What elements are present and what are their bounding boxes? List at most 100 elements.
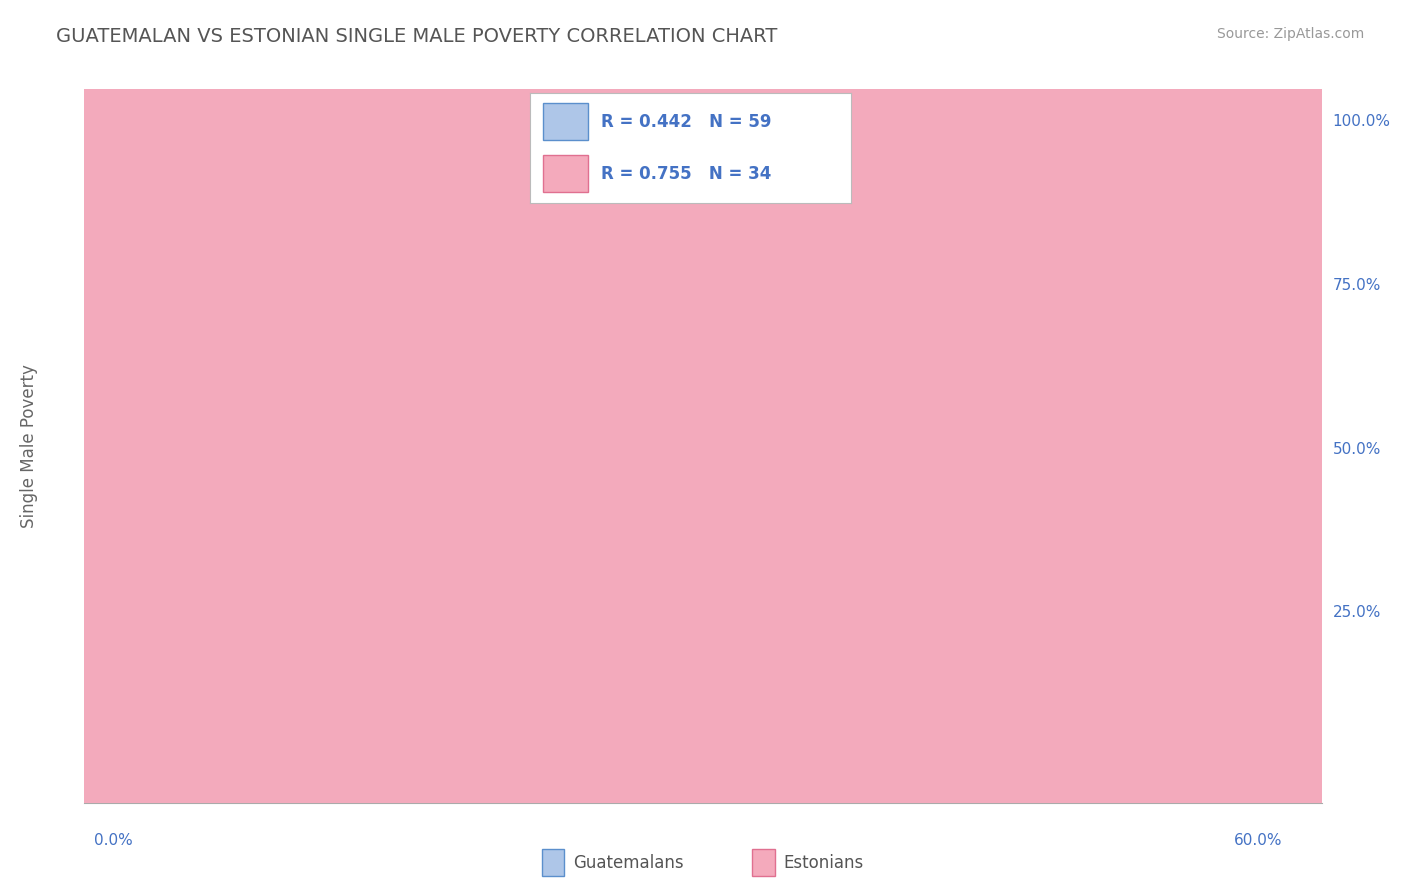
Point bbox=[212, 533, 235, 548]
Point bbox=[225, 521, 247, 535]
Point bbox=[105, 521, 128, 535]
Point bbox=[169, 553, 191, 567]
Point bbox=[87, 698, 110, 712]
Point bbox=[98, 678, 121, 692]
Text: Guatemalans: Guatemalans bbox=[574, 854, 683, 871]
Point bbox=[87, 678, 110, 692]
Point bbox=[380, 508, 402, 522]
Point bbox=[311, 527, 333, 541]
Point bbox=[155, 566, 177, 581]
Text: 100.0%: 100.0% bbox=[1333, 114, 1391, 129]
Text: atlas: atlas bbox=[852, 456, 1000, 515]
Point bbox=[117, 482, 139, 496]
Point bbox=[93, 639, 115, 653]
Text: GUATEMALAN VS ESTONIAN SINGLE MALE POVERTY CORRELATION CHART: GUATEMALAN VS ESTONIAN SINGLE MALE POVER… bbox=[56, 27, 778, 45]
Text: 25.0%: 25.0% bbox=[1333, 606, 1381, 621]
Point bbox=[202, 135, 225, 149]
Point bbox=[93, 678, 115, 692]
Text: ZIP: ZIP bbox=[605, 418, 762, 502]
Point bbox=[340, 494, 363, 508]
Text: 50.0%: 50.0% bbox=[1333, 442, 1381, 457]
Point bbox=[89, 698, 111, 712]
Point bbox=[93, 625, 115, 640]
Point bbox=[1192, 475, 1215, 489]
Point bbox=[94, 691, 117, 706]
Point bbox=[103, 658, 125, 673]
Point bbox=[127, 455, 149, 469]
Point bbox=[94, 645, 117, 659]
Point bbox=[91, 684, 114, 698]
Point bbox=[132, 599, 155, 614]
Point bbox=[281, 521, 304, 535]
Point bbox=[84, 717, 107, 731]
Point bbox=[91, 658, 114, 673]
Point bbox=[84, 691, 107, 706]
Point bbox=[460, 488, 482, 502]
Point bbox=[138, 592, 160, 607]
Point bbox=[697, 376, 720, 391]
Point bbox=[162, 573, 184, 587]
Point bbox=[138, 409, 160, 424]
Point bbox=[776, 573, 799, 587]
Point bbox=[98, 606, 121, 620]
Text: 0.0%: 0.0% bbox=[94, 833, 134, 848]
Point bbox=[93, 665, 115, 679]
Point bbox=[262, 508, 284, 522]
Point bbox=[149, 586, 172, 600]
Point bbox=[994, 482, 1017, 496]
FancyBboxPatch shape bbox=[752, 849, 775, 876]
Point bbox=[122, 475, 145, 489]
Point bbox=[105, 665, 128, 679]
Text: 60.0%: 60.0% bbox=[1233, 833, 1282, 848]
Point bbox=[98, 586, 121, 600]
Point bbox=[87, 704, 110, 718]
Point bbox=[152, 325, 174, 339]
Point bbox=[101, 573, 124, 587]
Point bbox=[84, 711, 107, 725]
Point bbox=[419, 514, 441, 528]
Point bbox=[617, 475, 640, 489]
Point bbox=[115, 645, 138, 659]
Point bbox=[94, 665, 117, 679]
FancyBboxPatch shape bbox=[543, 849, 564, 876]
Point bbox=[127, 612, 149, 626]
Point bbox=[103, 684, 125, 698]
Point bbox=[89, 711, 111, 725]
Point bbox=[117, 619, 139, 633]
Point bbox=[914, 632, 936, 647]
Point bbox=[101, 645, 124, 659]
Point bbox=[186, 141, 208, 155]
Point bbox=[198, 527, 221, 541]
Point bbox=[87, 691, 110, 706]
Point bbox=[112, 508, 135, 522]
Point bbox=[97, 632, 120, 647]
Text: 75.0%: 75.0% bbox=[1333, 278, 1381, 293]
Point bbox=[91, 684, 114, 698]
Point bbox=[103, 553, 125, 567]
Point bbox=[111, 494, 134, 508]
Point bbox=[132, 442, 155, 457]
Point bbox=[91, 672, 114, 686]
Point bbox=[89, 652, 111, 666]
Point bbox=[111, 625, 134, 640]
Text: Single Male Poverty: Single Male Poverty bbox=[20, 364, 38, 528]
Point bbox=[97, 658, 120, 673]
Point bbox=[1251, 259, 1274, 273]
Point bbox=[108, 541, 131, 555]
Point bbox=[162, 311, 184, 326]
Point bbox=[855, 488, 877, 502]
Point bbox=[118, 639, 141, 653]
Point bbox=[107, 652, 129, 666]
Point bbox=[98, 652, 121, 666]
Point bbox=[186, 560, 208, 574]
Point bbox=[499, 501, 522, 516]
Point bbox=[103, 599, 125, 614]
Point bbox=[176, 541, 198, 555]
Point bbox=[242, 541, 264, 555]
Point bbox=[89, 691, 111, 706]
Point bbox=[108, 639, 131, 653]
Point bbox=[91, 704, 114, 718]
Point bbox=[97, 684, 120, 698]
Point bbox=[118, 462, 141, 476]
Point bbox=[101, 672, 124, 686]
